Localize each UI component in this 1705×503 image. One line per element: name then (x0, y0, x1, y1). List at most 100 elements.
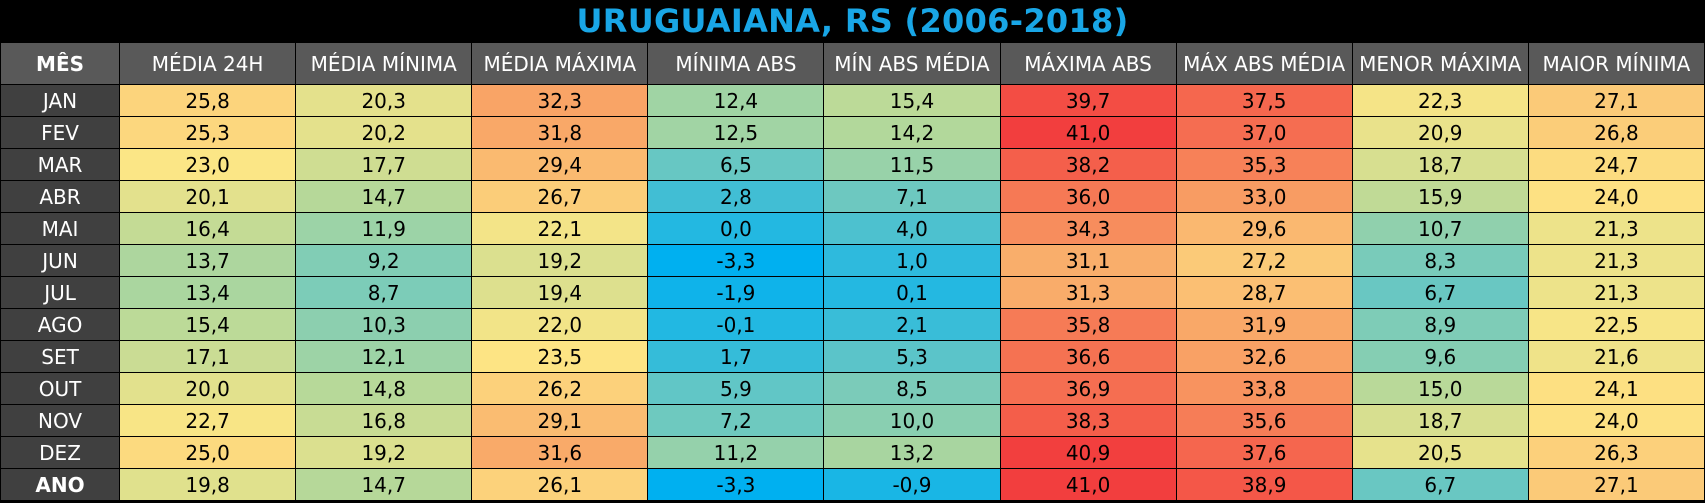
table-cell: 23,5 (471, 340, 649, 373)
table-cell: 28,7 (1175, 276, 1353, 309)
table-cell: 10,3 (295, 308, 473, 341)
table-cell: 22,7 (119, 404, 297, 437)
table-cell: 6,7 (1351, 276, 1529, 309)
table-cell: 21,6 (1527, 340, 1705, 373)
table-cell: 22,5 (1527, 308, 1705, 341)
table-row: ABR 20,1 14,7 26,7 2,8 7,1 36,0 33,0 15,9 24,0 (0, 180, 1705, 213)
column-header: MÉDIA MÁXIMA (471, 42, 649, 85)
table-cell: 17,7 (295, 148, 473, 181)
table-cell: 34,3 (999, 212, 1177, 245)
table-cell: 11,2 (647, 436, 825, 469)
table-cell: 24,7 (1527, 148, 1705, 181)
climate-table: MÊS MÉDIA 24H MÉDIA MÍNIMA MÉDIA MÁXIMA MÍN… (0, 42, 1705, 501)
row-label: DEZ (0, 436, 121, 469)
table-cell: 6,7 (1351, 468, 1529, 501)
table-cell: 8,7 (295, 276, 473, 309)
table-cell: 24,1 (1527, 372, 1705, 405)
table-cell: 1,0 (823, 244, 1001, 277)
table-cell: 29,1 (471, 404, 649, 437)
table-cell: 39,7 (999, 84, 1177, 117)
table-cell: 27,1 (1527, 468, 1705, 501)
table-cell: 19,2 (295, 436, 473, 469)
table-cell: 20,2 (295, 116, 473, 149)
table-cell: 35,6 (1175, 404, 1353, 437)
table-cell: 36,0 (999, 180, 1177, 213)
table-cell: 24,0 (1527, 404, 1705, 437)
table-row: NOV 22,7 16,8 29,1 7,2 10,0 38,3 35,6 18,7 24,0 (0, 404, 1705, 437)
table-cell: 31,8 (471, 116, 649, 149)
table-cell: 20,1 (119, 180, 297, 213)
table-cell: 38,3 (999, 404, 1177, 437)
table-cell: 0,1 (823, 276, 1001, 309)
table-cell: 10,0 (823, 404, 1001, 437)
table-cell: 31,6 (471, 436, 649, 469)
column-header: MAIOR MÍNIMA (1527, 42, 1705, 85)
table-cell: 41,0 (999, 116, 1177, 149)
table-cell: 32,3 (471, 84, 649, 117)
table-row: OUT 20,0 14,8 26,2 5,9 8,5 36,9 33,8 15,0 24,1 (0, 372, 1705, 405)
row-label: MAI (0, 212, 121, 245)
table-cell: 37,0 (1175, 116, 1353, 149)
table-cell: 14,7 (295, 180, 473, 213)
table-row: JUL 13,4 8,7 19,4 -1,9 0,1 31,3 28,7 6,7 21,3 (0, 276, 1705, 309)
table-cell: 7,2 (647, 404, 825, 437)
table-cell: 15,9 (1351, 180, 1529, 213)
table-row: MAR 23,0 17,7 29,4 6,5 11,5 38,2 35,3 18,7 24,7 (0, 148, 1705, 181)
table-cell: 9,6 (1351, 340, 1529, 373)
table-cell: 31,3 (999, 276, 1177, 309)
column-header: MÉDIA MÍNIMA (295, 42, 473, 85)
table-cell: 29,6 (1175, 212, 1353, 245)
table-cell: 2,8 (647, 180, 825, 213)
table-cell: 41,0 (999, 468, 1177, 501)
table-cell: -3,3 (647, 244, 825, 277)
table-cell: 22,1 (471, 212, 649, 245)
table-cell: 20,3 (295, 84, 473, 117)
table-cell: 38,9 (1175, 468, 1353, 501)
column-header: MÉDIA 24H (119, 42, 297, 85)
table-cell: 14,7 (295, 468, 473, 501)
table-cell: 16,8 (295, 404, 473, 437)
table-cell: 36,9 (999, 372, 1177, 405)
table-cell: 13,4 (119, 276, 297, 309)
table-cell: 1,7 (647, 340, 825, 373)
row-label: JAN (0, 84, 121, 117)
table-cell: 35,3 (1175, 148, 1353, 181)
table-cell: 21,3 (1527, 212, 1705, 245)
table-cell: 20,0 (119, 372, 297, 405)
row-label: NOV (0, 404, 121, 437)
table-cell: 38,2 (999, 148, 1177, 181)
table-cell: 6,5 (647, 148, 825, 181)
column-header: MÍNIMA ABS (647, 42, 825, 85)
table-cell: 18,7 (1351, 148, 1529, 181)
table-cell: 13,7 (119, 244, 297, 277)
table-cell: 12,4 (647, 84, 825, 117)
table-cell: 15,4 (119, 308, 297, 341)
table-cell: 36,6 (999, 340, 1177, 373)
table-cell: 22,0 (471, 308, 649, 341)
row-label: JUL (0, 276, 121, 309)
table-cell: -0,1 (647, 308, 825, 341)
table-cell: 18,7 (1351, 404, 1529, 437)
table-cell: 25,3 (119, 116, 297, 149)
table-row: DEZ 25,0 19,2 31,6 11,2 13,2 40,9 37,6 20,5 26,3 (0, 436, 1705, 469)
table-cell: 33,8 (1175, 372, 1353, 405)
table-cell: 13,2 (823, 436, 1001, 469)
table-cell: 25,0 (119, 436, 297, 469)
table-cell: 16,4 (119, 212, 297, 245)
table-cell: -0,9 (823, 468, 1001, 501)
table-cell: 26,8 (1527, 116, 1705, 149)
table-cell: 4,0 (823, 212, 1001, 245)
row-label: JUN (0, 244, 121, 277)
table-cell: 22,3 (1351, 84, 1529, 117)
table-cell: 7,1 (823, 180, 1001, 213)
table-cell: -1,9 (647, 276, 825, 309)
row-label: MAR (0, 148, 121, 181)
table-cell: 37,5 (1175, 84, 1353, 117)
table-cell: -3,3 (647, 468, 825, 501)
table-cell: 12,5 (647, 116, 825, 149)
table-cell: 14,8 (295, 372, 473, 405)
table-cell: 32,6 (1175, 340, 1353, 373)
table-cell: 20,5 (1351, 436, 1529, 469)
column-header: MENOR MÁXIMA (1351, 42, 1529, 85)
table-cell: 26,1 (471, 468, 649, 501)
